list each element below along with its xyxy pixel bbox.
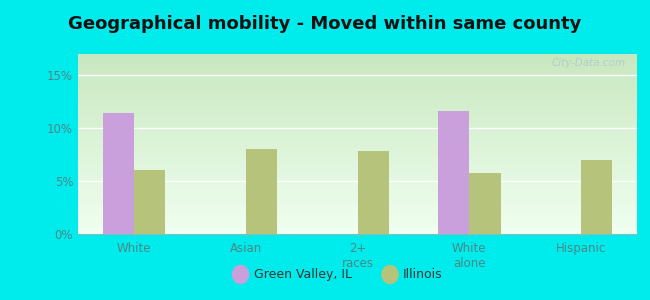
Bar xyxy=(581,160,612,234)
Text: City-Data.com: City-Data.com xyxy=(552,58,626,68)
Bar xyxy=(103,113,134,234)
Bar xyxy=(134,170,165,234)
Text: Geographical mobility - Moved within same county: Geographical mobility - Moved within sam… xyxy=(68,15,582,33)
Text: Green Valley, IL: Green Valley, IL xyxy=(254,268,352,281)
Bar xyxy=(438,111,469,234)
Bar xyxy=(469,172,501,234)
Bar xyxy=(246,149,277,234)
Bar xyxy=(358,152,389,234)
Text: Illinois: Illinois xyxy=(403,268,443,281)
